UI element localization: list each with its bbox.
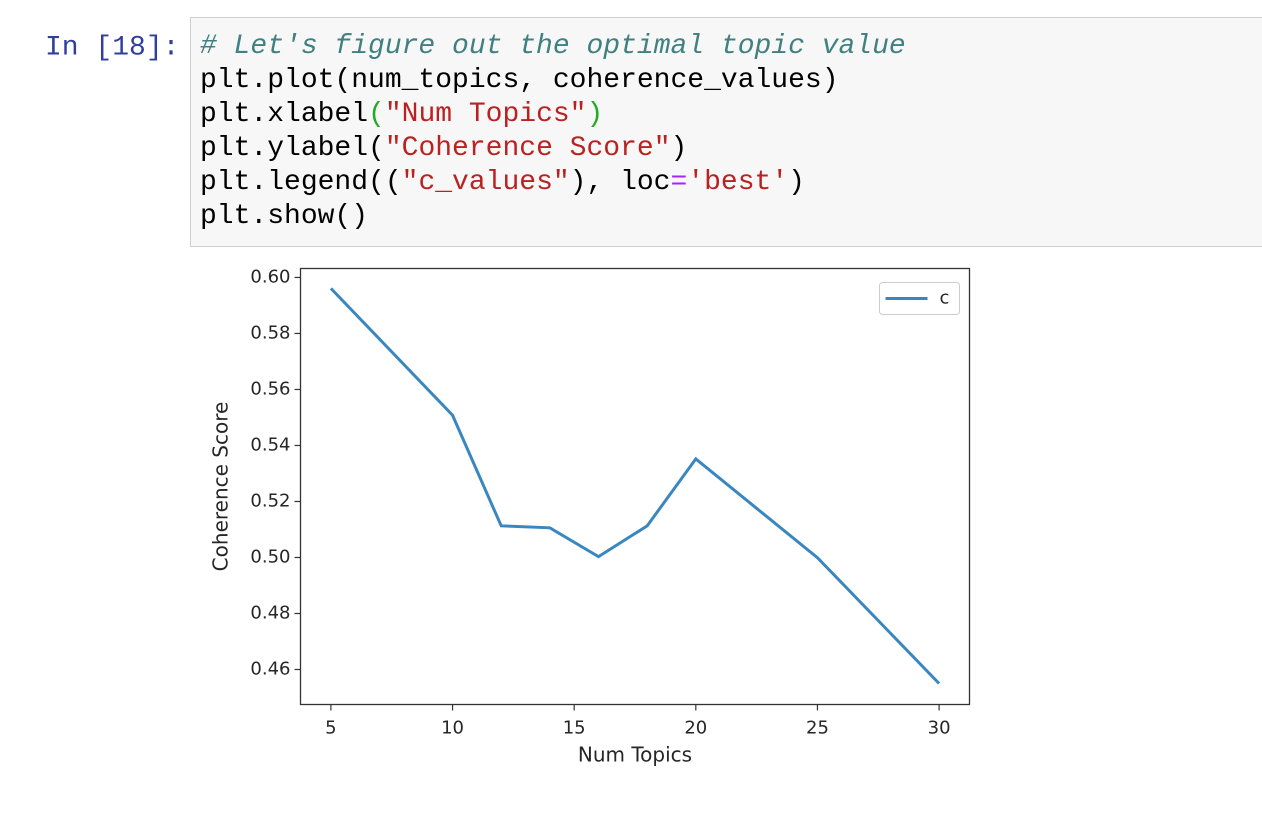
y-tick-label: 0.56 [250,378,290,399]
y-tick-label: 0.60 [250,266,290,287]
x-tick-label: 30 [928,718,951,739]
x-tick-label: 15 [563,718,586,739]
code-token: # Let's figure out the optimal topic val… [200,31,906,62]
code-token: "c_values" [402,167,570,198]
code-token: "Coherence Score" [385,133,671,164]
x-axis-label: Num Topics [578,743,692,767]
code-token: plt.legend(( [200,167,402,198]
x-tick-label: 10 [441,718,464,739]
code-token: plt.xlabel [200,99,368,130]
plot-area [301,269,970,705]
x-tick-label: 20 [684,718,707,739]
code-line: plt.xlabel("Num Topics") [200,99,603,130]
code-token: ) [788,167,805,198]
y-tick-label: 0.58 [250,322,290,343]
legend-label: c [940,288,950,309]
x-tick-label: 25 [806,718,829,739]
code-token: ( [368,99,385,130]
cell-prompt: In [18]: [45,32,179,63]
x-tick-label: 5 [325,718,336,739]
y-tick-label: 0.48 [250,602,290,623]
code-token: 'best' [687,167,788,198]
y-tick-label: 0.52 [250,490,290,511]
y-tick-label: 0.50 [250,546,290,567]
code-token: ), loc [570,167,671,198]
code-line: plt.plot(num_topics, coherence_values) [200,65,839,96]
code-line: plt.show() [200,201,368,232]
code-line: # Let's figure out the optimal topic val… [200,31,906,62]
code-token: ) [586,99,603,130]
code-token: = [671,167,688,198]
y-tick-label: 0.46 [250,658,290,679]
code-token: ) [671,133,688,164]
code-token: plt.ylabel( [200,133,385,164]
code-token: "Num Topics" [385,99,587,130]
y-tick-label: 0.54 [250,434,290,455]
code-line: plt.legend(("c_values"), loc='best') [200,167,805,198]
code-line: plt.ylabel("Coherence Score") [200,133,687,164]
code-token: plt.plot(num_topics, coherence_values) [200,65,839,96]
y-axis-label: Coherence Score [209,402,233,572]
code-token: plt.show() [200,201,368,232]
